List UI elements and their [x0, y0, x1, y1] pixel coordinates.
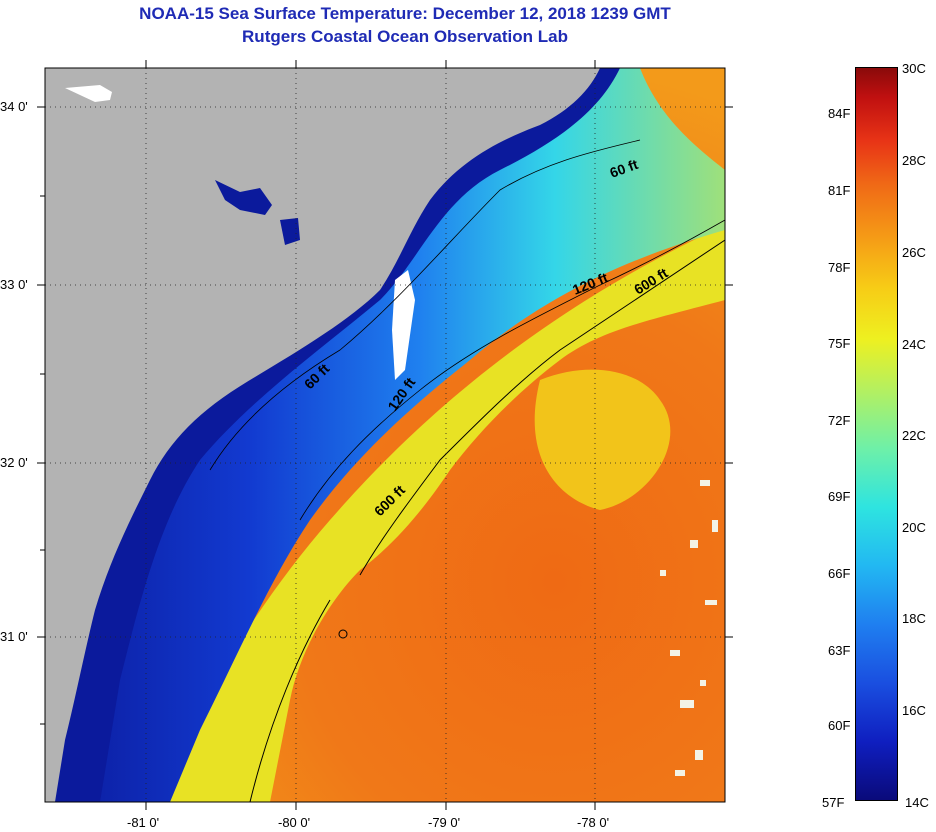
temperature-colorbar	[855, 67, 898, 801]
colorbar-c-30: 30C	[902, 61, 926, 76]
map-frame	[44, 67, 726, 803]
isobath-60ft	[209, 139, 641, 471]
isobath-120ft	[299, 219, 725, 521]
lon-label-79: -79 0'	[428, 815, 461, 830]
tick-marks	[37, 60, 733, 810]
colorbar-c-24: 24C	[902, 337, 926, 352]
colorbar-c-22: 22C	[902, 428, 926, 443]
colorbar-c-20: 20C	[902, 520, 926, 535]
map-subtitle: Rutgers Coastal Ocean Observation Lab	[242, 27, 568, 46]
colorbar-c-28: 28C	[902, 153, 926, 168]
map-title: NOAA-15 Sea Surface Temperature: Decembe…	[139, 4, 671, 23]
inland-lake-small	[280, 218, 300, 245]
colorbar-f-72: 72F	[828, 413, 851, 428]
warm-eddy	[534, 369, 671, 510]
colorbar-c-18: 18C	[902, 611, 926, 626]
colorbar-f-63: 63F	[828, 643, 851, 658]
ring-marker	[338, 629, 348, 639]
cloud-patch	[65, 85, 112, 102]
isobath-600ft-south	[249, 599, 331, 802]
graticule	[45, 68, 725, 802]
lat-label-32: 32 0'	[0, 455, 28, 470]
colorbar-f-81: 81F	[828, 183, 851, 198]
colorbar-c-26: 26C	[902, 245, 926, 260]
isobath-600ft	[359, 239, 725, 576]
lat-label-31: 31 0'	[0, 629, 28, 644]
shelf-break-water	[150, 225, 725, 802]
colorbar-f-69: 69F	[828, 489, 851, 504]
colorbar-f-57: 57F	[822, 795, 845, 810]
colorbar-f-60: 60F	[828, 718, 851, 733]
colorbar-f-78: 78F	[828, 260, 851, 275]
lat-label-34: 34 0'	[0, 99, 28, 114]
lon-label-81: -81 0'	[127, 815, 160, 830]
colorbar-f-66: 66F	[828, 566, 851, 581]
inland-lake	[215, 180, 272, 215]
cloud-patch-coast	[392, 270, 415, 380]
colorbar-c-16: 16C	[902, 703, 926, 718]
cloud-speckle	[660, 480, 718, 776]
land-mass	[45, 68, 600, 802]
lat-label-33: 33 0'	[0, 277, 28, 292]
lon-label-80: -80 0'	[278, 815, 311, 830]
colorbar-f-84: 84F	[828, 106, 851, 121]
colorbar-f-75: 75F	[828, 336, 851, 351]
colorbar-c-14: 14C	[905, 795, 929, 810]
lon-label-78: -78 0'	[577, 815, 610, 830]
